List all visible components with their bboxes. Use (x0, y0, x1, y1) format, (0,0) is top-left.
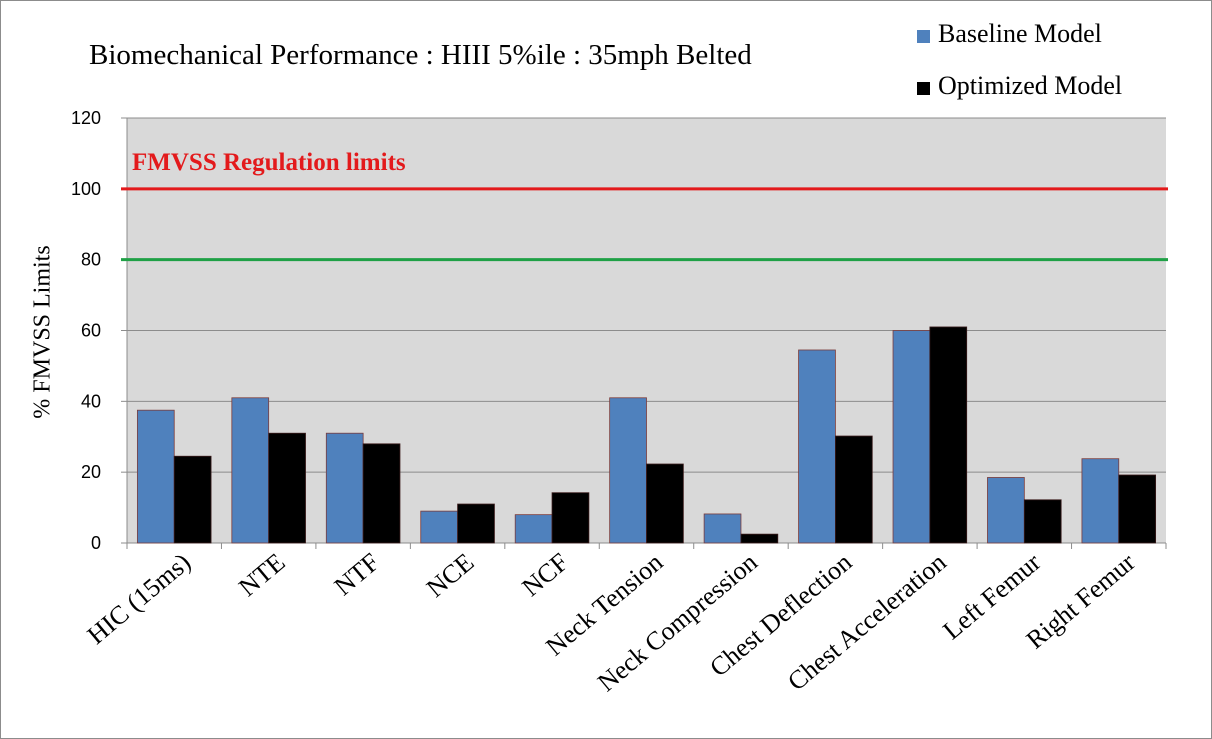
bar-baseline-6 (703, 513, 742, 544)
bar-baseline-1 (231, 397, 270, 544)
legend-label-baseline: Baseline Model (938, 19, 1102, 48)
x-tick-label-4: NCF (517, 547, 574, 602)
bar-baseline-8 (892, 330, 931, 544)
x-tick-label-1: NTE (233, 547, 290, 602)
bar-baseline-4 (514, 514, 553, 544)
bar-optimized-6 (740, 533, 779, 544)
bar-optimized-8 (929, 326, 968, 544)
y-tick-label-4: 80 (81, 250, 101, 270)
bar-optimized-4 (551, 492, 590, 544)
bar-optimized-0 (173, 455, 212, 544)
y-tick-label-3: 60 (81, 321, 101, 341)
y-tick-label-6: 120 (71, 108, 101, 128)
bar-baseline-5 (609, 397, 647, 544)
y-tick-label-1: 20 (81, 462, 101, 482)
bar-baseline-2 (325, 432, 364, 544)
y-axis-label: % FMVSS Limits (29, 245, 56, 419)
bar-optimized-5 (646, 463, 684, 544)
chart-title: Biomechanical Performance : HIII 5%ile :… (89, 39, 752, 71)
x-tick-label-8: Chest Acceleration (782, 547, 952, 696)
y-tick-label-2: 40 (81, 391, 101, 411)
bar-optimized-9 (1023, 499, 1062, 544)
x-tick-label-2: NTF (329, 547, 385, 601)
bar-baseline-10 (1081, 458, 1120, 544)
legend-label-optimized: Optimized Model (938, 71, 1123, 100)
legend-swatch-baseline (917, 30, 930, 43)
bar-optimized-3 (457, 503, 495, 544)
bar-optimized-2 (362, 443, 401, 544)
regulation-limit-label: FMVSS Regulation limits (132, 149, 406, 176)
legend-swatch-optimized (917, 82, 930, 95)
bar-baseline-9 (987, 477, 1025, 544)
bar-baseline-7 (798, 349, 836, 544)
y-tick-label-0: 0 (91, 533, 101, 553)
x-tick-label-0: HIC (15ms) (82, 547, 196, 650)
bar-baseline-3 (420, 510, 458, 544)
bar-optimized-10 (1118, 474, 1157, 544)
x-tick-label-3: NCE (421, 547, 479, 603)
bar-baseline-0 (136, 409, 175, 544)
bar-optimized-1 (268, 432, 306, 544)
y-tick-label-5: 100 (71, 179, 101, 199)
bar-optimized-7 (835, 435, 873, 544)
x-tick-label-6: Neck Compression (592, 547, 763, 697)
